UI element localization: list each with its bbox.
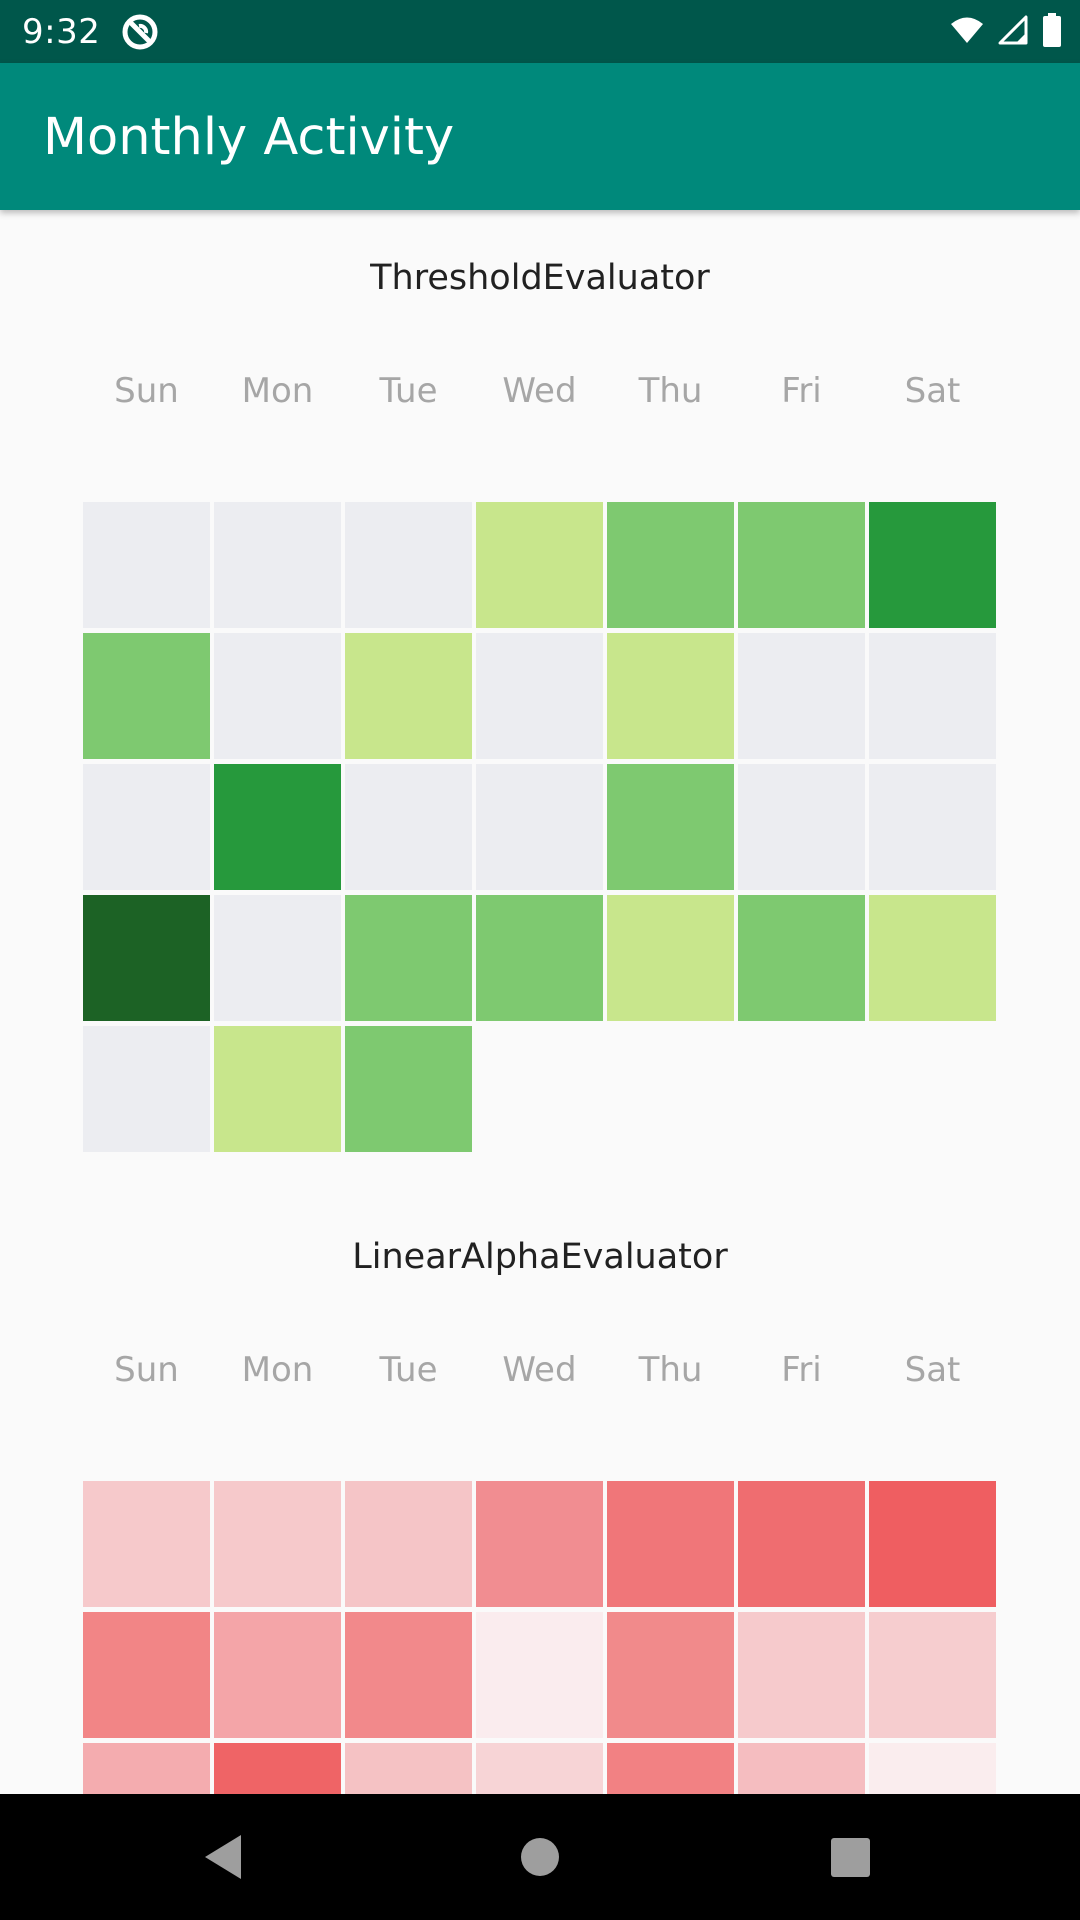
navigation-bar (0, 1794, 1080, 1920)
battery-icon (1042, 13, 1062, 51)
day-cell[interactable] (345, 1743, 472, 1794)
day-cell[interactable] (869, 764, 996, 890)
weekday-header: Sun Mon Tue Wed Thu Fri Sat (83, 1347, 1000, 1393)
day-cell[interactable] (869, 633, 996, 759)
weekday-label-mon: Mon (241, 371, 314, 411)
day-cell[interactable] (607, 502, 734, 628)
day-cell[interactable] (214, 1481, 341, 1607)
day-cell[interactable] (869, 1743, 996, 1794)
day-cell[interactable] (476, 764, 603, 890)
day-cell[interactable] (214, 1743, 341, 1794)
day-cell[interactable] (738, 764, 865, 890)
day-cell[interactable] (345, 895, 472, 1021)
status-bar: 9:32 (0, 0, 1080, 63)
weekday-label-thu: Thu (638, 371, 703, 411)
section-title: LinearAlphaEvaluator (352, 1237, 728, 1277)
day-cell[interactable] (476, 502, 603, 628)
weekday-label-sat: Sat (904, 371, 961, 411)
day-cell[interactable] (476, 895, 603, 1021)
day-cell[interactable] (214, 1026, 341, 1152)
day-cell[interactable] (607, 633, 734, 759)
status-icons (950, 12, 1062, 52)
day-cell[interactable] (869, 1612, 996, 1738)
heatmap-grid (83, 1481, 1000, 1794)
day-cell[interactable] (738, 895, 865, 1021)
home-icon[interactable] (510, 1827, 570, 1887)
cellular-signal-icon (998, 15, 1028, 49)
day-cell[interactable] (83, 1026, 210, 1152)
day-cell[interactable] (607, 1612, 734, 1738)
day-cell[interactable] (738, 1743, 865, 1794)
day-cell[interactable] (476, 1743, 603, 1794)
day-cell[interactable] (214, 895, 341, 1021)
day-cell[interactable] (214, 633, 341, 759)
day-cell[interactable] (345, 764, 472, 890)
day-cell[interactable] (607, 895, 734, 1021)
weekday-label-sun: Sun (114, 1350, 179, 1390)
day-cell[interactable] (345, 1612, 472, 1738)
day-cell[interactable] (607, 1481, 734, 1607)
back-icon[interactable] (195, 1827, 255, 1887)
weekday-label-tue: Tue (379, 371, 438, 411)
day-cell[interactable] (607, 764, 734, 890)
app-title: Monthly Activity (43, 108, 455, 167)
day-cell[interactable] (83, 502, 210, 628)
status-time: 9:32 (22, 12, 101, 52)
day-cell[interactable] (83, 895, 210, 1021)
day-cell[interactable] (345, 1026, 472, 1152)
day-cell[interactable] (738, 633, 865, 759)
day-cell[interactable] (214, 764, 341, 890)
day-cell[interactable] (869, 895, 996, 1021)
day-cell[interactable] (83, 1612, 210, 1738)
weekday-header: Sun Mon Tue Wed Thu Fri Sat (83, 368, 1000, 414)
heatmap-grid (83, 502, 1000, 1152)
weekday-label-sat: Sat (904, 1350, 961, 1390)
wifi-icon (950, 15, 984, 49)
day-cell[interactable] (83, 1481, 210, 1607)
day-cell[interactable] (738, 1612, 865, 1738)
day-cell[interactable] (869, 502, 996, 628)
weekday-label-fri: Fri (781, 371, 822, 411)
day-cell[interactable] (83, 1743, 210, 1794)
day-cell[interactable] (214, 502, 341, 628)
weekday-label-sun: Sun (114, 371, 179, 411)
weekday-label-fri: Fri (781, 1350, 822, 1390)
weekday-label-tue: Tue (379, 1350, 438, 1390)
weekday-label-wed: Wed (502, 371, 577, 411)
day-cell[interactable] (345, 633, 472, 759)
day-cell[interactable] (345, 502, 472, 628)
day-cell[interactable] (476, 1612, 603, 1738)
app-bar: Monthly Activity (0, 63, 1080, 210)
weekday-label-mon: Mon (241, 1350, 314, 1390)
weekday-label-thu: Thu (638, 1350, 703, 1390)
day-cell[interactable] (869, 1481, 996, 1607)
section-title: ThresholdEvaluator (370, 258, 710, 298)
recents-icon[interactable] (820, 1827, 880, 1887)
day-cell[interactable] (607, 1743, 734, 1794)
day-cell[interactable] (345, 1481, 472, 1607)
day-cell[interactable] (476, 633, 603, 759)
day-cell[interactable] (738, 502, 865, 628)
day-cell[interactable] (476, 1481, 603, 1607)
notification-icon (120, 12, 160, 52)
day-cell[interactable] (83, 633, 210, 759)
content-scroll[interactable]: ThresholdEvaluator Sun Mon Tue Wed Thu Fri Sat… (0, 210, 1080, 1794)
weekday-label-wed: Wed (502, 1350, 577, 1390)
day-cell[interactable] (738, 1481, 865, 1607)
day-cell[interactable] (83, 764, 210, 890)
day-cell[interactable] (214, 1612, 341, 1738)
